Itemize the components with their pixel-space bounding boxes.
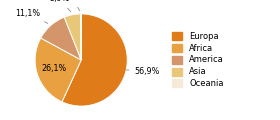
Wedge shape	[35, 38, 81, 102]
Text: 5,9%: 5,9%	[49, 0, 71, 12]
Wedge shape	[41, 17, 81, 60]
Wedge shape	[62, 14, 127, 106]
Text: 0,1%: 0,1%	[61, 0, 81, 11]
Legend: Europa, Africa, America, Asia, Oceania: Europa, Africa, America, Asia, Oceania	[172, 32, 224, 88]
Text: 11,1%: 11,1%	[15, 9, 48, 23]
Text: 56,9%: 56,9%	[126, 67, 160, 76]
Wedge shape	[64, 14, 81, 60]
Text: 26,1%: 26,1%	[41, 64, 67, 73]
